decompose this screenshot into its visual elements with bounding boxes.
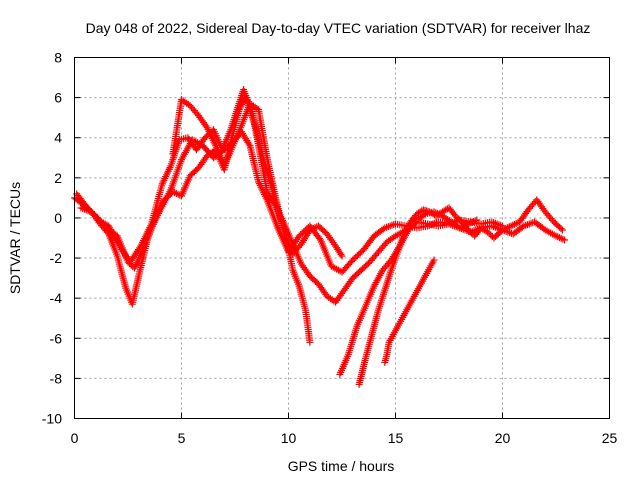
series-track-2 (77, 92, 506, 308)
data-point (315, 234, 323, 242)
data-point (512, 220, 520, 228)
data-point (451, 212, 459, 220)
data-point (430, 256, 438, 264)
data-point (557, 234, 565, 242)
series-track-6 (355, 196, 566, 388)
data-point (509, 221, 517, 229)
y-tick-label: -8 (50, 370, 63, 386)
data-point (308, 225, 316, 233)
data-point (453, 213, 461, 221)
data-point (558, 226, 566, 234)
data-point (466, 227, 474, 235)
x-tick-labels: 0 5 10 15 20 25 (71, 430, 618, 446)
data-point (471, 217, 479, 225)
data-point (510, 220, 518, 228)
data-point (552, 232, 560, 240)
data-point (468, 218, 476, 226)
y-tick-label: 0 (54, 210, 62, 226)
data-point (561, 236, 569, 244)
series-track-1 (71, 128, 569, 276)
y-tick-label: 6 (54, 90, 62, 106)
series-track-5 (336, 208, 481, 378)
data-point (485, 229, 493, 237)
data-point (487, 231, 495, 239)
data-point (500, 225, 508, 233)
data-point (337, 250, 345, 258)
data-point (484, 228, 492, 236)
data-point (169, 188, 177, 196)
data-point (554, 233, 562, 241)
series-track-3 (73, 86, 314, 346)
data-point (469, 218, 477, 226)
y-tick-label: -4 (50, 290, 63, 306)
data-point (202, 122, 210, 130)
data-point (456, 224, 464, 232)
data-point (309, 224, 317, 232)
x-tick-label: 0 (71, 430, 79, 446)
plot-frame (74, 57, 610, 419)
y-tick-labels: -10 -8 -6 -4 -2 0 2 4 6 8 (42, 50, 62, 427)
x-tick-label: 15 (388, 430, 404, 446)
data-point (306, 226, 314, 234)
data-point (504, 224, 512, 232)
chart-title: Day 048 of 2022, Sidereal Day-to-day VTE… (86, 20, 591, 36)
y-tick-label: -2 (50, 250, 63, 266)
y-tick-label: -10 (42, 411, 62, 427)
y-tick-label: 8 (54, 50, 62, 66)
data-point (505, 223, 513, 231)
series-track-7 (381, 256, 438, 366)
data-point (507, 222, 515, 230)
x-tick-label: 20 (495, 430, 511, 446)
data-point (466, 219, 474, 227)
data-point (473, 216, 481, 224)
data-point (502, 224, 510, 232)
data-point (338, 252, 346, 260)
data-point (499, 226, 506, 234)
data-point (559, 235, 567, 243)
data-point (555, 234, 563, 242)
y-axis-label: SDTVAR / TECUs (7, 182, 23, 294)
data-point (464, 226, 472, 234)
data-point (172, 189, 180, 197)
x-tick-label: 5 (178, 430, 186, 446)
x-axis-label: GPS time / hours (288, 458, 395, 474)
data-point (455, 215, 463, 223)
x-tick-label: 10 (281, 430, 297, 446)
data-point (171, 189, 179, 197)
x-tick-label: 25 (602, 430, 618, 446)
y-tick-label: 2 (54, 170, 62, 186)
series-track-4 (169, 96, 346, 260)
data-point (557, 225, 565, 233)
y-tick-label: -6 (50, 330, 63, 346)
data-point (306, 338, 314, 346)
data-points (71, 86, 569, 388)
y-tick-label: 4 (54, 130, 62, 146)
